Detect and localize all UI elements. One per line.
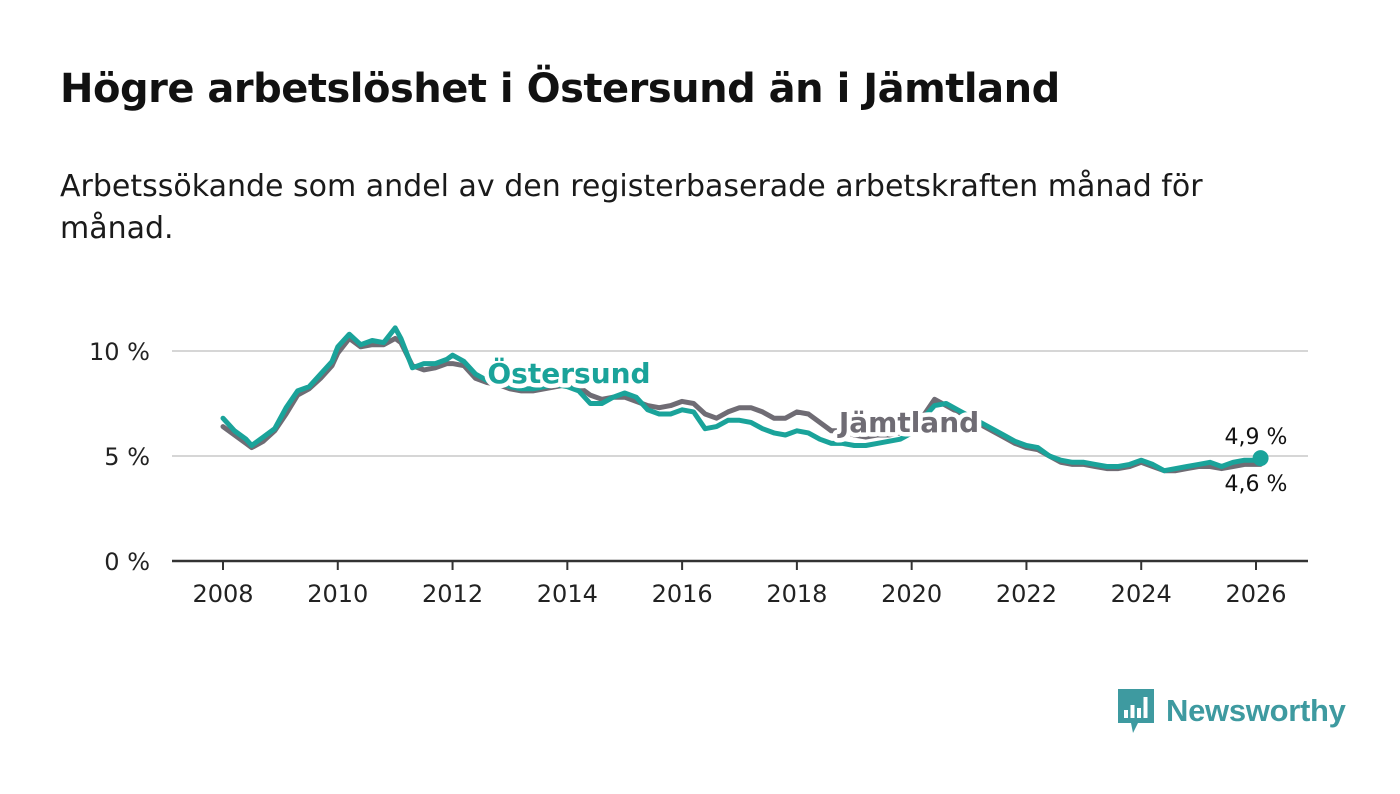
y-tick-label: 10 %: [89, 338, 150, 366]
series-label-jamtland: Jämtland: [837, 406, 979, 439]
y-tick-label: 0 %: [104, 548, 150, 576]
chart-subtitle: Arbetssökande som andel av den registerb…: [60, 169, 1203, 246]
x-tick-label: 2020: [881, 580, 942, 608]
newsworthy-logo: Newsworthy: [1118, 689, 1346, 733]
end-value-jamtland: 4,6 %: [1225, 472, 1288, 497]
series-lines: [220, 325, 1269, 474]
y-tick-label: 5 %: [104, 443, 150, 471]
x-tick-label: 2012: [422, 580, 483, 608]
gridlines: [172, 350, 1308, 563]
x-tick-label: 2018: [766, 580, 827, 608]
x-tick-label: 2016: [652, 580, 713, 608]
x-tick-label: 2022: [996, 580, 1057, 608]
end-point-ostersund: [1252, 450, 1269, 467]
x-tick-label: 2024: [1111, 580, 1172, 608]
x-tick-label: 2008: [192, 580, 253, 608]
x-tick-label: 2010: [307, 580, 368, 608]
newsworthy-logo-icon: [1118, 689, 1154, 733]
series-labels: Östersund Jämtland 4,9 % 4,6 %: [483, 352, 1288, 498]
series-line-ostersund: [220, 325, 1264, 474]
brand-name: Newsworthy: [1166, 693, 1346, 728]
x-tick-label: 2014: [537, 580, 598, 608]
y-axis-ticks: 0 % 5 % 10 %: [89, 338, 150, 576]
x-tick-label: 2026: [1225, 580, 1286, 608]
chart-title: Högre arbetslöshet i Östersund än i Jämt…: [60, 66, 1060, 112]
series-label-ostersund: Östersund: [487, 356, 650, 390]
x-axis-ticks: 2008 2010 2012 2014 2016 2018 2020 2022 2024 2026: [192, 561, 1287, 608]
end-value-ostersund: 4,9 %: [1225, 425, 1288, 450]
series-line-jamtland: [220, 335, 1264, 474]
